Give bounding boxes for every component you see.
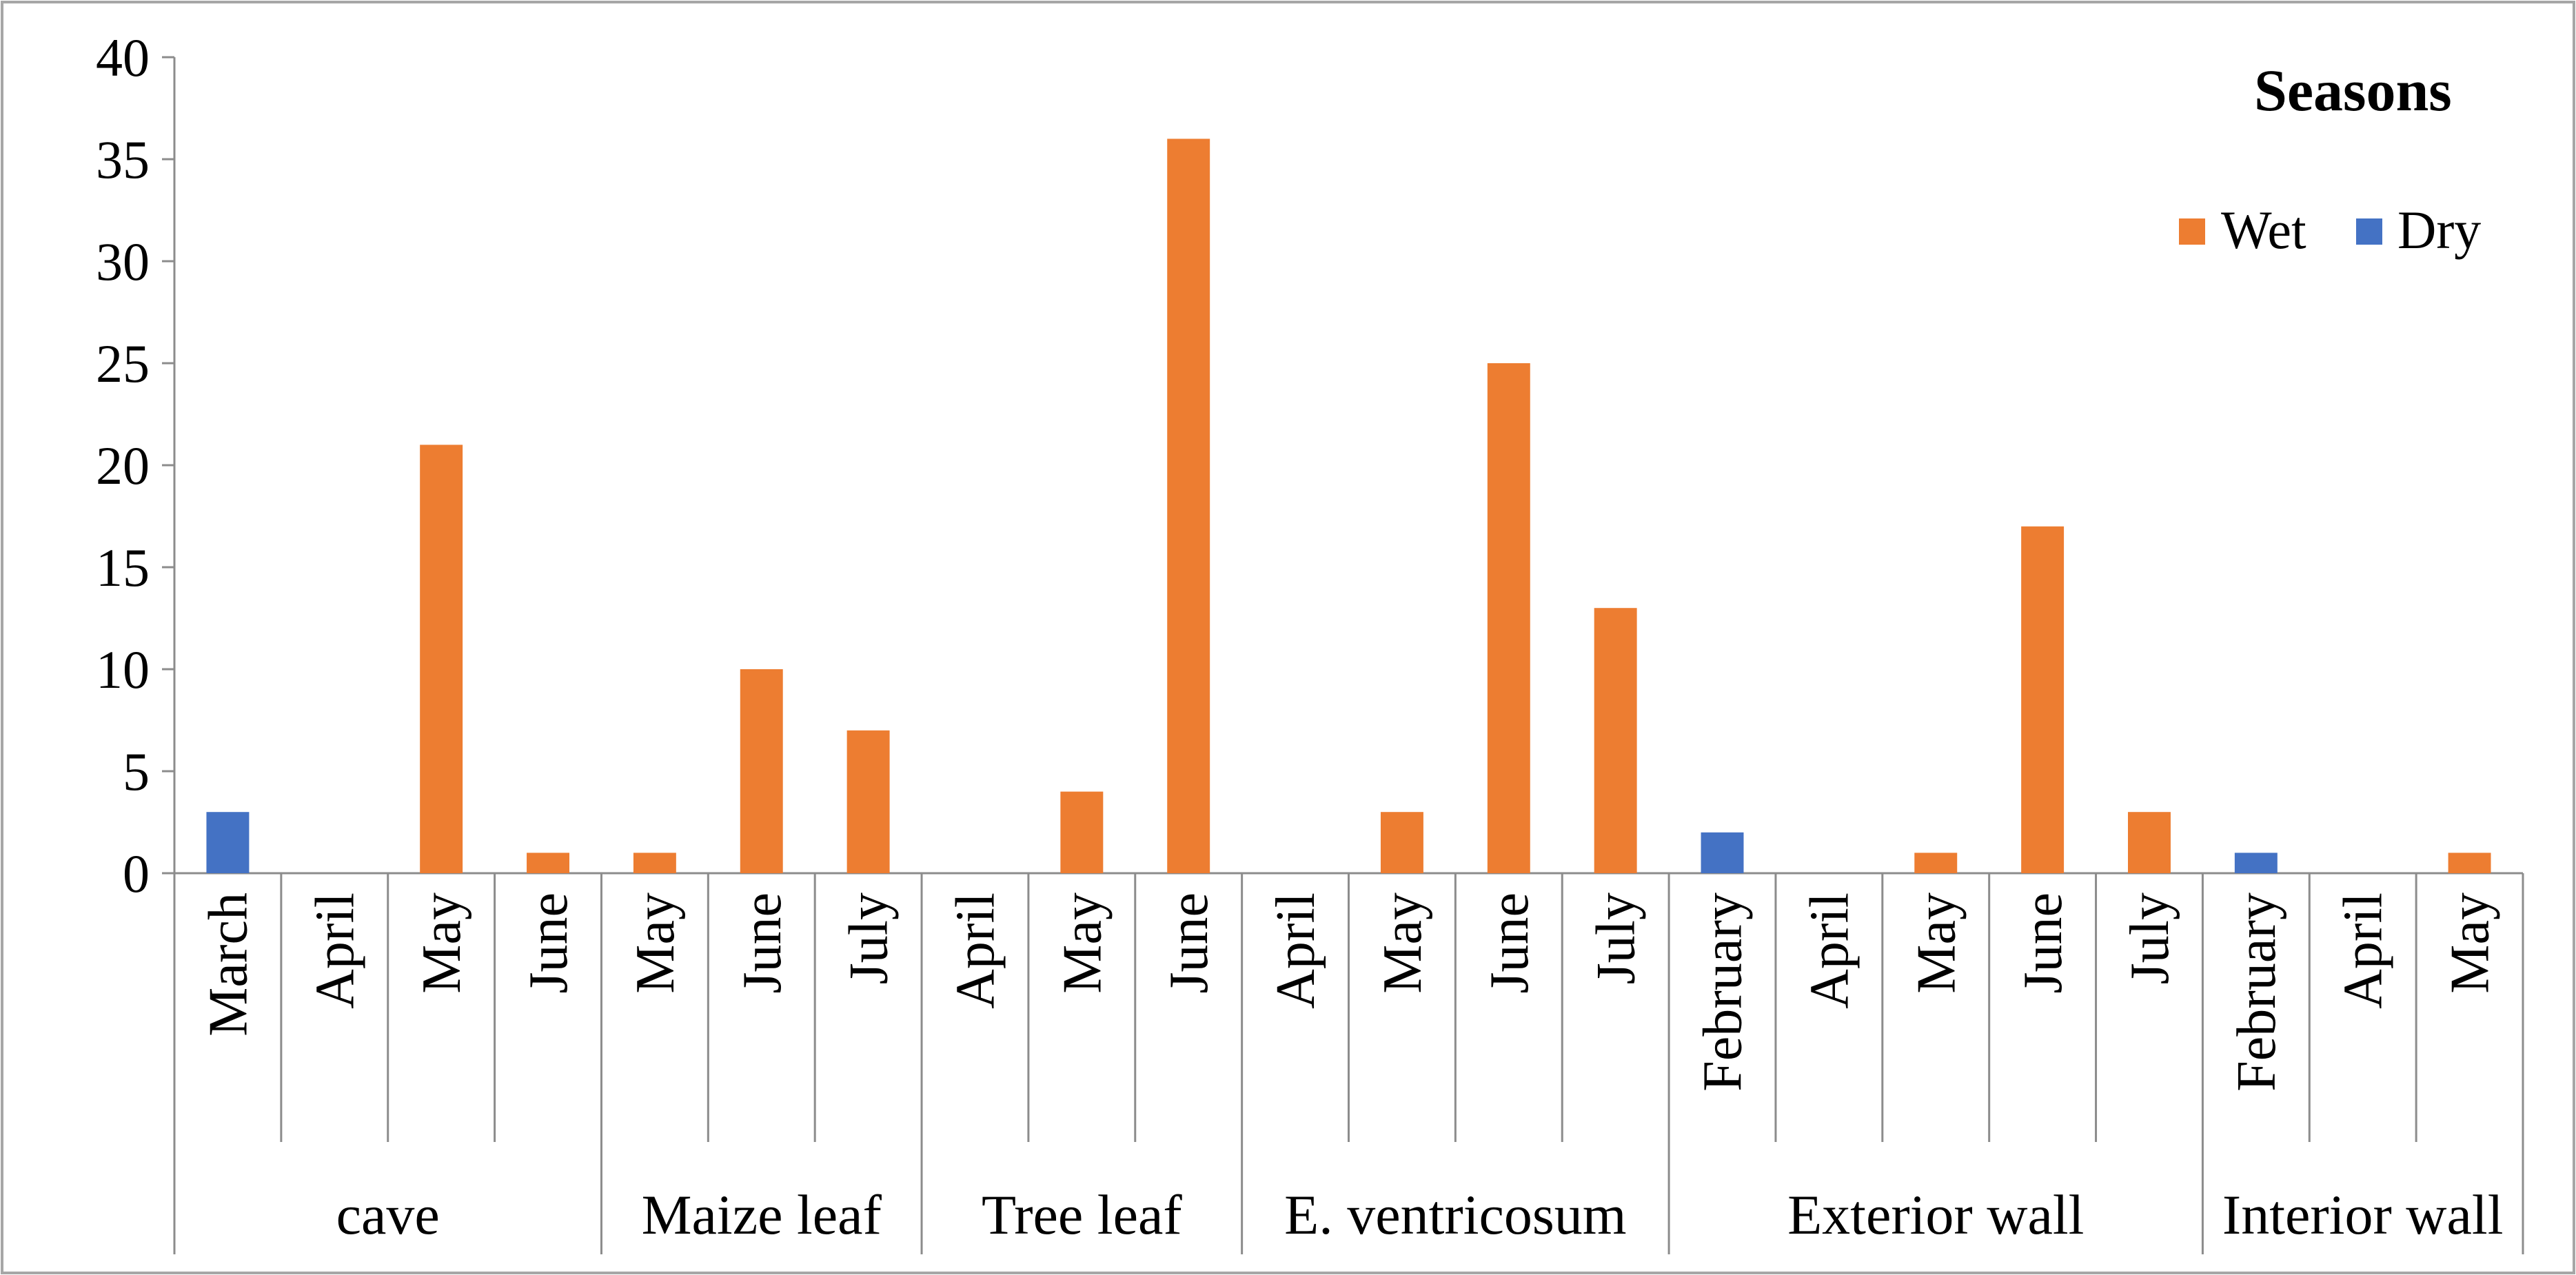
x-tick-label: June bbox=[1159, 892, 1219, 994]
x-tick-label: February bbox=[2227, 892, 2287, 1092]
x-tick-label: May bbox=[412, 892, 472, 994]
bar-wet bbox=[2128, 812, 2171, 873]
bar-wet bbox=[846, 730, 890, 873]
x-tick-label: February bbox=[1693, 892, 1754, 1092]
x-tick-label: June bbox=[1479, 892, 1540, 994]
legend-label-wet: Wet bbox=[2221, 200, 2306, 260]
x-tick-label: July bbox=[1586, 892, 1647, 984]
y-tick-label: 25 bbox=[96, 334, 150, 394]
x-tick-label: April bbox=[945, 892, 1006, 1009]
x-tick-label: April bbox=[2333, 892, 2394, 1009]
y-tick-label: 15 bbox=[96, 538, 150, 598]
x-tick-label: June bbox=[518, 892, 579, 994]
bar-wet bbox=[633, 853, 676, 873]
y-tick-label: 20 bbox=[96, 436, 150, 496]
bar-wet bbox=[2021, 526, 2065, 873]
bar-dry bbox=[206, 812, 250, 873]
group-label: cave bbox=[336, 1183, 440, 1246]
bar-wet bbox=[1167, 139, 1210, 873]
x-tick-label: June bbox=[2013, 892, 2073, 994]
bar-wet bbox=[740, 669, 783, 873]
legend-swatch-wet bbox=[2179, 218, 2205, 245]
bar-wet bbox=[420, 445, 463, 873]
group-label: Tree leaf bbox=[982, 1183, 1182, 1246]
legend-title: Seasons bbox=[2254, 57, 2452, 123]
x-tick-label: April bbox=[305, 892, 365, 1009]
x-tick-label: June bbox=[732, 892, 793, 994]
x-tick-label: July bbox=[839, 892, 900, 984]
y-tick-label: 0 bbox=[123, 844, 150, 904]
bar-wet bbox=[1380, 812, 1423, 873]
y-tick-label: 30 bbox=[96, 232, 150, 292]
y-tick-label: 10 bbox=[96, 640, 150, 700]
x-tick-label: April bbox=[1799, 892, 1860, 1009]
group-label: Maize leaf bbox=[642, 1183, 882, 1246]
group-label: E. ventricosum bbox=[1284, 1183, 1626, 1246]
x-tick-label: July bbox=[2120, 892, 2180, 984]
group-label: Exterior wall bbox=[1787, 1183, 2084, 1246]
y-tick-label: 5 bbox=[123, 742, 150, 802]
bars bbox=[206, 139, 2491, 873]
bar-wet bbox=[527, 853, 569, 873]
x-tick-label: March bbox=[198, 892, 258, 1037]
y-tick-label: 35 bbox=[96, 130, 150, 190]
legend: Seasons Wet Dry bbox=[2179, 57, 2481, 260]
bar-wet bbox=[1594, 608, 1637, 873]
bar-wet bbox=[1914, 853, 1958, 873]
bar-wet bbox=[2448, 853, 2491, 873]
legend-label-dry: Dry bbox=[2397, 200, 2481, 260]
bar-dry bbox=[1701, 832, 1744, 873]
bar-wet bbox=[1487, 363, 1530, 873]
x-tick-label: May bbox=[2440, 892, 2501, 994]
legend-swatch-dry bbox=[2356, 218, 2382, 245]
x-tick-label: May bbox=[1372, 892, 1433, 994]
x-tick-label: May bbox=[1906, 892, 1967, 994]
y-axis: 0 5 10 15 20 25 30 35 40 bbox=[96, 28, 176, 904]
y-tick-label: 40 bbox=[96, 28, 150, 88]
bar-dry bbox=[2234, 853, 2278, 873]
x-tick-label: May bbox=[1052, 892, 1113, 994]
group-label: Interior wall bbox=[2222, 1183, 2504, 1246]
x-axis: March April May June May June July April May June… bbox=[173, 872, 2524, 1254]
x-tick-label: May bbox=[625, 892, 686, 994]
x-tick-label: April bbox=[1266, 892, 1326, 1009]
bar-wet bbox=[1060, 791, 1104, 873]
